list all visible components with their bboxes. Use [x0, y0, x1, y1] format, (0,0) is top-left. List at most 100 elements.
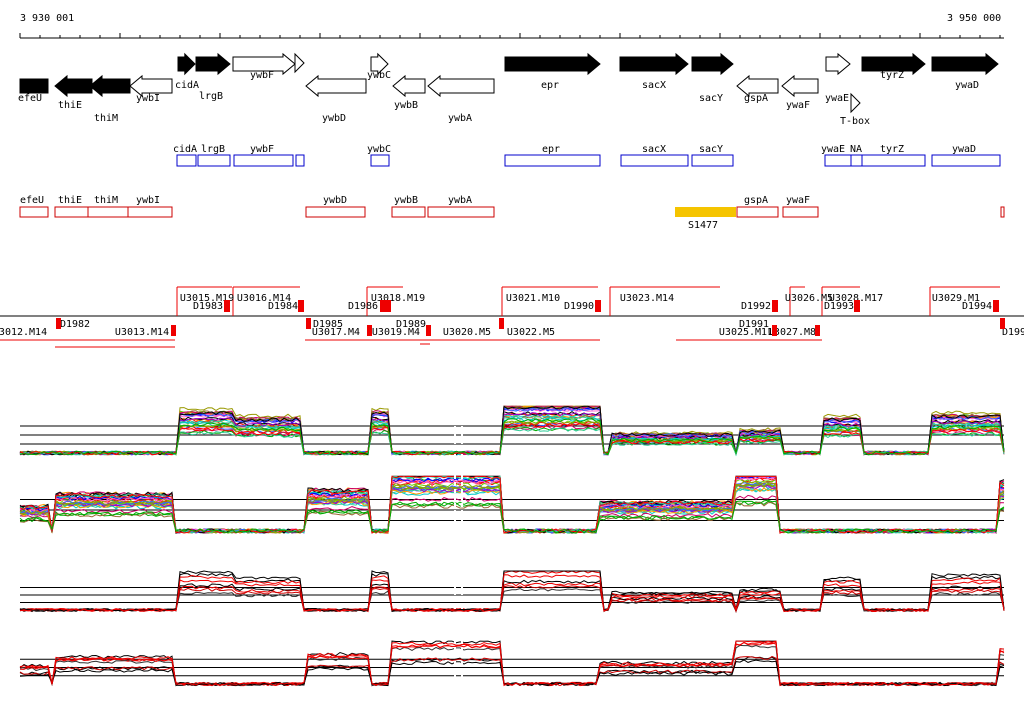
gene-label-tyrZ: tyrZ	[880, 70, 904, 81]
gene-arrow-ywbA	[427, 74, 495, 98]
gene-arrow-thiE	[54, 74, 93, 98]
blue-box-label-NA: NA	[850, 144, 862, 155]
expression-track-4-profile	[19, 641, 1005, 687]
blue-box-label-epr: epr	[542, 144, 560, 155]
segment-marker-lower	[306, 318, 311, 329]
blue-box	[861, 154, 926, 167]
expression-track-1-profile	[19, 407, 1005, 456]
segment-label-D199: D199	[1002, 327, 1024, 338]
segment-marker-lower	[56, 318, 61, 329]
blue-box	[620, 154, 689, 167]
segment-label-U3017.M4: U3017.M4	[312, 327, 360, 338]
red-box	[305, 206, 366, 218]
gene-arrow-lrgB	[195, 52, 231, 76]
expression-track-2-profile	[19, 481, 1005, 534]
orange-feature-box	[675, 207, 736, 217]
red-box	[87, 206, 129, 218]
segment-label-U3020.M5: U3020.M5	[443, 327, 491, 338]
segment-label-D1990: D1990	[564, 301, 594, 312]
gene-label-thiE: thiE	[58, 100, 82, 111]
red-box	[782, 206, 819, 218]
segment-label-D1984: D1984	[268, 301, 298, 312]
segment-label-U3012.M14: U3012.M14	[0, 327, 47, 338]
gene-label-sacY: sacY	[699, 93, 723, 104]
gene-arrow-ywbI	[129, 74, 173, 98]
expression-track-1-profile	[19, 418, 1005, 456]
segment-marker-lower	[772, 325, 777, 336]
gene-arrow-ywbC	[370, 52, 389, 76]
expression-track-3-profile	[19, 574, 1005, 613]
segment-label-D1983: D1983	[193, 301, 223, 312]
gene-arrow-sacY	[691, 52, 734, 76]
gene-label-ywaE: ywaE	[825, 93, 849, 104]
gene-label-thiM: thiM	[94, 113, 118, 124]
segment-marker	[224, 300, 230, 312]
gene-arrow-ywaF	[781, 74, 819, 98]
segment-label-D1992: D1992	[741, 301, 771, 312]
gene-label-ywaF: ywaF	[786, 100, 810, 111]
expression-track-4-profile	[19, 640, 1005, 687]
gene-label-ywbD: ywbD	[322, 113, 346, 124]
gene-arrow-ywbD	[305, 74, 367, 98]
blue-box-label-ywaE: ywaE	[821, 144, 845, 155]
blue-box-label-ywaD: ywaD	[952, 144, 976, 155]
red-box-label-ywbA: ywbA	[448, 195, 472, 206]
red-box-label-ywbI: ywbI	[136, 195, 160, 206]
segment-label-D1985: D1985	[313, 319, 343, 330]
segment-marker-lower	[815, 325, 820, 336]
gene-label-sacX: sacX	[642, 80, 666, 91]
segment-label-U3026.M5: U3026.M5	[785, 293, 833, 304]
segment-marker	[595, 300, 601, 312]
gene-arrow-ywbB	[392, 74, 426, 98]
segment-marker-lower	[171, 325, 176, 336]
segment-marker	[772, 300, 778, 312]
segment-label-U3022.M5: U3022.M5	[507, 327, 555, 338]
segment-marker	[385, 300, 391, 312]
axis-start-coordinate: 3 930 001	[20, 13, 75, 24]
expression-track-1-profile	[19, 405, 1005, 456]
blue-box-label-sacX: sacX	[642, 144, 666, 155]
expression-track-4-profile	[19, 644, 1005, 687]
segment-label-D1982: D1982	[60, 319, 90, 330]
expression-track-2	[19, 475, 1005, 545]
segment-label-U3023.M14: U3023.M14	[620, 293, 674, 304]
expression-track-4-profile	[19, 640, 1005, 687]
red-box-label-gspA: gspA	[744, 195, 768, 206]
segment-label-U3016.M14: U3016.M14	[237, 293, 291, 304]
expression-track-1-profile	[19, 427, 1005, 457]
expression-track-1	[19, 405, 1005, 465]
blue-box	[691, 154, 734, 167]
expression-track-2-profile	[19, 482, 1005, 534]
expression-track-4-profile	[19, 659, 1005, 687]
expression-track-1-profile	[19, 419, 1005, 456]
blue-box-label-lrgB: lrgB	[201, 144, 225, 155]
expression-track-2-profile	[19, 484, 1005, 534]
gene-label-ywbB: ywbB	[394, 100, 418, 111]
segment-label-U3013.M14: U3013.M14	[115, 327, 169, 338]
gene-label-gspA: gspA	[744, 93, 768, 104]
ywbF-extra-arrowhead	[294, 52, 305, 74]
expression-track-2-profile	[19, 475, 1005, 534]
expression-track-2-profile	[19, 482, 1005, 534]
red-box	[1000, 206, 1005, 218]
expression-track-4-profile	[19, 641, 1005, 687]
segment-marker-lower	[499, 318, 504, 329]
axis-end-coordinate: 3 950 000	[947, 13, 1002, 24]
expression-track-3-profile	[19, 588, 1005, 613]
blue-box-label-cidA: cidA	[173, 144, 197, 155]
gene-arrow-tyrZ	[861, 52, 926, 76]
expression-track-2-profile	[19, 480, 1005, 534]
expression-track-4	[19, 640, 1005, 695]
red-box	[19, 206, 49, 218]
expression-track-3-profile	[19, 570, 1005, 612]
gene-arrow-ywaD	[931, 52, 999, 76]
expression-track-3	[19, 570, 1005, 620]
expression-track-2-profile	[19, 483, 1005, 534]
red-box	[427, 206, 495, 218]
red-box	[736, 206, 779, 218]
segment-label-U3021.M10: U3021.M10	[506, 293, 560, 304]
gene-arrow-ywaE	[825, 52, 851, 76]
red-box	[54, 206, 89, 218]
expression-track-4-profile	[19, 655, 1005, 687]
segment-label-U3015.M19: U3015.M19	[180, 293, 234, 304]
